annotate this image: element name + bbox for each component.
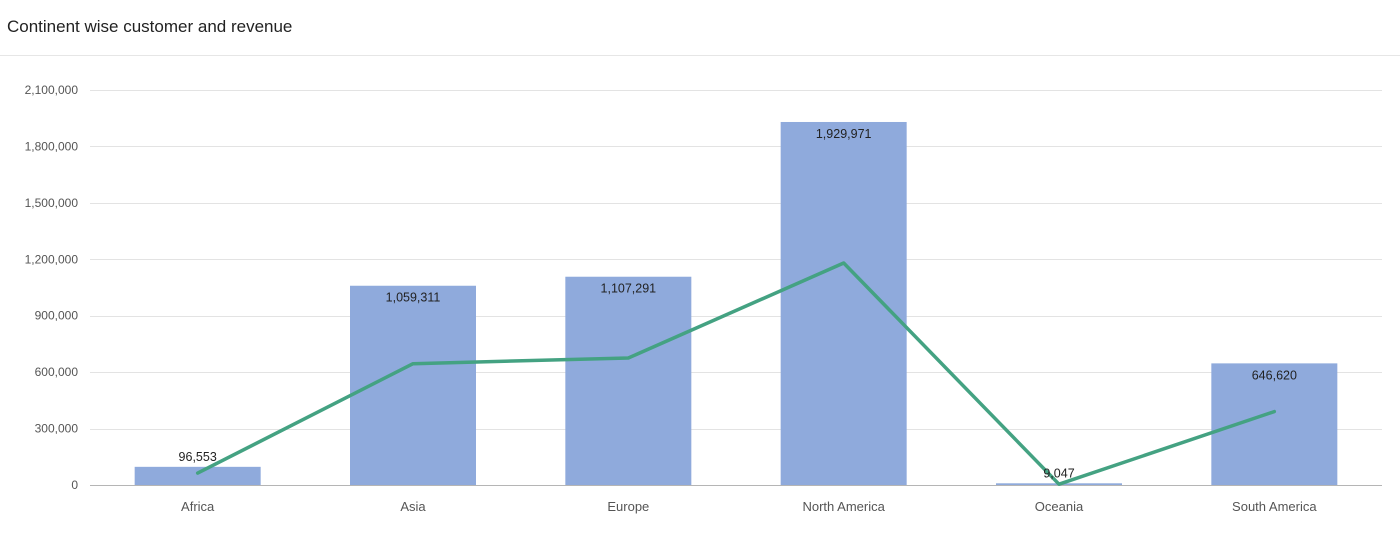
x-tick-label: Europe (607, 499, 649, 514)
x-tick-label: Asia (400, 499, 426, 514)
bar (134, 466, 261, 485)
y-tick-label: 0 (71, 478, 78, 492)
bar-data-label: 646,620 (1252, 368, 1297, 382)
y-tick-label: 900,000 (35, 309, 79, 323)
bar (565, 276, 692, 485)
line-series (195, 261, 1277, 486)
y-tick-label: 2,100,000 (25, 83, 79, 97)
y-tick-label: 1,500,000 (25, 196, 79, 210)
y-tick-label: 300,000 (35, 422, 79, 436)
x-tick-label: South America (1232, 499, 1317, 514)
panel-header: Continent wise customer and revenue (0, 0, 1400, 56)
bar-data-label: 9,047 (1043, 466, 1074, 480)
y-tick-label: 1,800,000 (25, 139, 79, 153)
y-tick-label: 600,000 (35, 365, 79, 379)
y-tick-label: 1,200,000 (25, 252, 79, 266)
x-tick-label: Oceania (1035, 499, 1084, 514)
bar-data-label: 1,107,291 (601, 282, 657, 296)
x-tick-label: North America (802, 499, 885, 514)
bar (780, 121, 907, 486)
bar-data-label: 1,059,311 (386, 291, 441, 305)
x-tick-label: Africa (181, 499, 215, 514)
bar-data-label: 96,553 (179, 450, 217, 464)
bar-data-label: 1,929,971 (816, 127, 872, 141)
chart-title: Continent wise customer and revenue (7, 16, 293, 36)
